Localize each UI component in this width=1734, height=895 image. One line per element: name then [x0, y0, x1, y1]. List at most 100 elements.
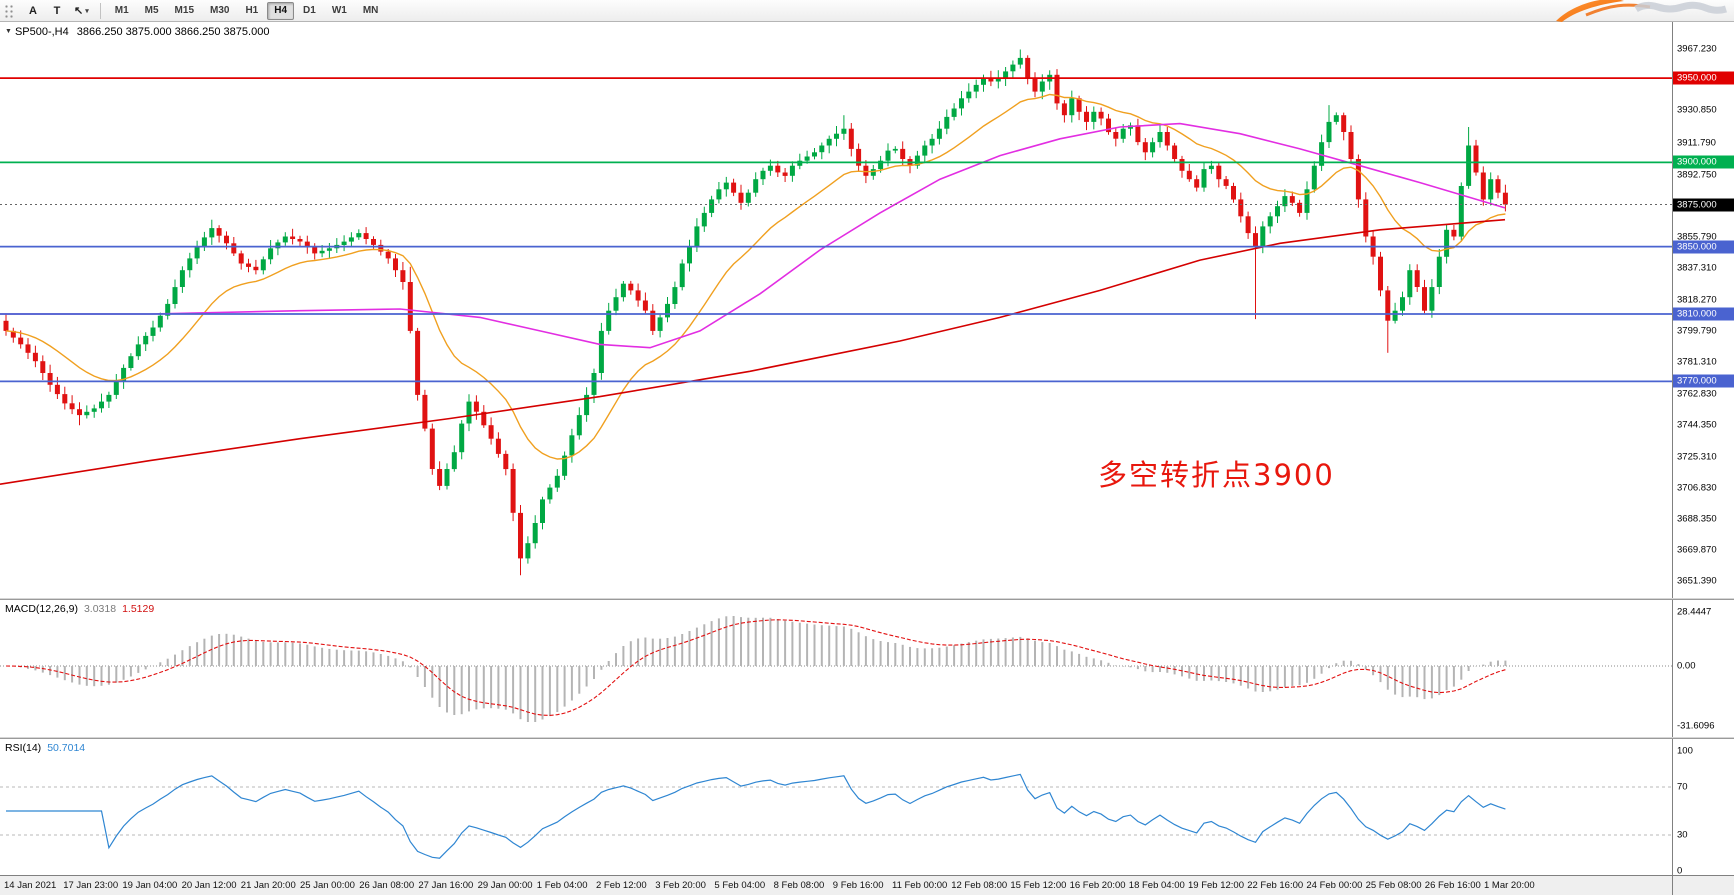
- macd-signal-value: 1.5129: [122, 603, 155, 615]
- timeframe-button-w1[interactable]: W1: [325, 2, 354, 20]
- toolbar-drag-handle-icon[interactable]: [4, 3, 14, 18]
- timeframe-button-m30[interactable]: M30: [203, 2, 236, 20]
- time-axis-label: 26 Jan 08:00: [359, 880, 415, 891]
- time-axis-label: 17 Jan 23:00: [63, 880, 119, 891]
- rsi-panel[interactable]: RSI(14) 50.7014 100 70 30 0: [0, 739, 1734, 877]
- time-axis-label: 29 Jan 00:00: [477, 880, 533, 891]
- price-axis-tick: 3744.350: [1677, 419, 1717, 431]
- rsi-line: [6, 773, 1506, 859]
- annotate-letter-button[interactable]: A: [22, 2, 44, 20]
- price-axis-tick: 3818.270: [1677, 294, 1717, 306]
- time-axis-corner: [1672, 876, 1734, 895]
- timeframe-button-d1[interactable]: D1: [296, 2, 323, 20]
- macd-name: MACD(12,26,9): [5, 603, 78, 615]
- time-axis-label: 14 Jan 2021: [4, 880, 57, 891]
- timeframe-button-m1[interactable]: M1: [108, 2, 136, 20]
- text-tool-button[interactable]: T: [46, 2, 68, 20]
- timeframe-button-group: M1 M5 M15 M30 H1 H4 D1 W1 MN: [107, 1, 387, 20]
- macd-axis-tick: 28.4447: [1677, 606, 1712, 618]
- chart-ohlc-values: 3866.250 3875.000 3866.250 3875.000: [76, 26, 270, 38]
- toolbar-separator: [99, 2, 101, 19]
- main-chart-panel[interactable]: ▼ SP500-,H4 3866.250 3875.000 3866.250 387…: [0, 22, 1734, 598]
- candlestick-chart[interactable]: [0, 22, 1673, 598]
- time-axis-label: 25 Feb 08:00: [1365, 880, 1422, 891]
- time-axis-label: 16 Feb 20:00: [1069, 880, 1126, 891]
- time-axis-label: 20 Jan 12:00: [181, 880, 237, 891]
- chart-symbol-period: SP500-,H4: [14, 26, 69, 38]
- macd-panel[interactable]: MACD(12,26,9) 3.0318 1.5129 28.4447 0.00 -31…: [0, 600, 1734, 737]
- ma-fast-orange: [5, 93, 1506, 460]
- price-axis-tick: 3837.310: [1677, 262, 1717, 274]
- macd-axis[interactable]: 28.4447 0.00 -31.6096: [1672, 600, 1734, 737]
- rsi-label: RSI(14) 50.7014: [5, 742, 85, 754]
- timeframe-button-mn[interactable]: MN: [356, 2, 386, 20]
- price-axis-tick: 3911.790: [1677, 137, 1716, 148]
- time-axis-label: 1 Feb 04:00: [536, 880, 588, 891]
- rsi-axis[interactable]: 100 70 30 0: [1672, 739, 1734, 877]
- macd-main-value: 3.0318: [83, 603, 117, 615]
- chart-annotation-text[interactable]: 多空转折点3900: [1098, 458, 1335, 492]
- rsi-name: RSI(14): [5, 742, 42, 754]
- rsi-chart[interactable]: [0, 739, 1673, 875]
- time-axis-label: 8 Feb 08:00: [773, 880, 825, 891]
- macd-chart[interactable]: [0, 600, 1673, 737]
- brand-logo: [1552, 0, 1732, 22]
- panel-splitter[interactable]: [0, 737, 1734, 739]
- time-axis-label: 15 Feb 12:00: [1010, 880, 1067, 891]
- time-axis-label: 26 Feb 16:00: [1424, 880, 1481, 891]
- timeframe-button-m15[interactable]: M15: [168, 2, 201, 20]
- rsi-value: 50.7014: [47, 742, 86, 754]
- timeframe-button-m5[interactable]: M5: [138, 2, 166, 20]
- price-axis-tick: 3725.310: [1677, 451, 1717, 463]
- price-axis-tick: 3967.230: [1677, 43, 1717, 55]
- time-axis-label: 22 Feb 16:00: [1247, 880, 1304, 891]
- rsi-axis-tick: 0: [1677, 865, 1683, 877]
- time-axis-label: 11 Feb 00:00: [892, 880, 948, 891]
- time-axis-label: 19 Feb 12:00: [1188, 880, 1244, 891]
- ma-slow-red: [0, 218, 1506, 485]
- time-axis-label: 9 Feb 16:00: [832, 880, 884, 891]
- price-axis-tick: 3855.790: [1677, 231, 1717, 243]
- price-axis[interactable]: 3967.230 3930.850 3911.790 3892.750 3855.790…: [1672, 22, 1734, 598]
- rsi-axis-tick: 100: [1677, 745, 1693, 757]
- time-axis-label: 27 Jan 16:00: [418, 880, 474, 891]
- price-axis-tick: 3781.310: [1677, 356, 1717, 368]
- cursor-tool-button[interactable]: ↖ ▾: [70, 2, 93, 20]
- price-axis-tick: 3930.850: [1677, 104, 1717, 116]
- macd-signal-line: [5, 619, 1506, 716]
- price-axis-tick: 3799.790: [1677, 325, 1717, 337]
- time-axis-label: 21 Jan 20:00: [240, 880, 296, 891]
- chart-title: ▼ SP500-,H4 3866.250 3875.000 3866.250 387…: [5, 26, 269, 38]
- time-axis-label: 18 Feb 04:00: [1128, 880, 1185, 891]
- rsi-axis-tick: 30: [1677, 829, 1688, 841]
- price-axis-tick: 3892.750: [1677, 169, 1717, 181]
- chevron-down-icon: ▾: [85, 7, 89, 15]
- price-axis-tick: 3762.830: [1677, 388, 1717, 399]
- time-axis-label: 24 Feb 00:00: [1306, 880, 1363, 891]
- toolbar: A T ↖ ▾ M1 M5 M15 M30 H1 H4 D1 W1 MN: [0, 0, 1734, 22]
- symbol-marker-icon: ▼: [5, 28, 12, 35]
- price-level-badge: 3850.000: [1673, 240, 1734, 254]
- timeframe-button-h1[interactable]: H1: [238, 2, 265, 20]
- time-axis-label: 1 Mar 20:00: [1484, 880, 1535, 891]
- price-level-badge: 3810.000: [1673, 307, 1734, 321]
- panel-splitter[interactable]: [0, 598, 1734, 600]
- price-level-badge: 3950.000: [1673, 71, 1734, 85]
- macd-axis-tick: 0.00: [1677, 660, 1696, 672]
- price-level-badge: 3770.000: [1673, 374, 1734, 388]
- rsi-axis-tick: 70: [1677, 781, 1688, 793]
- cursor-icon: ↖: [74, 5, 84, 17]
- price-axis-tick: 3651.390: [1677, 575, 1717, 587]
- time-axis[interactable]: 14 Jan 2021 17 Jan 23:00 19 Jan 04:00 20 Ja…: [0, 875, 1734, 895]
- time-axis-label: 12 Feb 08:00: [951, 880, 1008, 891]
- current-price-badge: 3875.000: [1673, 198, 1734, 211]
- timeframe-button-h4[interactable]: H4: [267, 1, 295, 20]
- macd-axis-tick: -31.6096: [1677, 720, 1715, 732]
- price-axis-tick: 3688.350: [1677, 513, 1717, 525]
- time-axis-label: 25 Jan 00:00: [300, 880, 355, 891]
- price-axis-tick: 3706.830: [1677, 482, 1717, 494]
- macd-label: MACD(12,26,9) 3.0318 1.5129: [5, 603, 154, 615]
- price-axis-tick: 3669.870: [1677, 544, 1717, 556]
- time-axis-label: 19 Jan 04:00: [122, 880, 178, 891]
